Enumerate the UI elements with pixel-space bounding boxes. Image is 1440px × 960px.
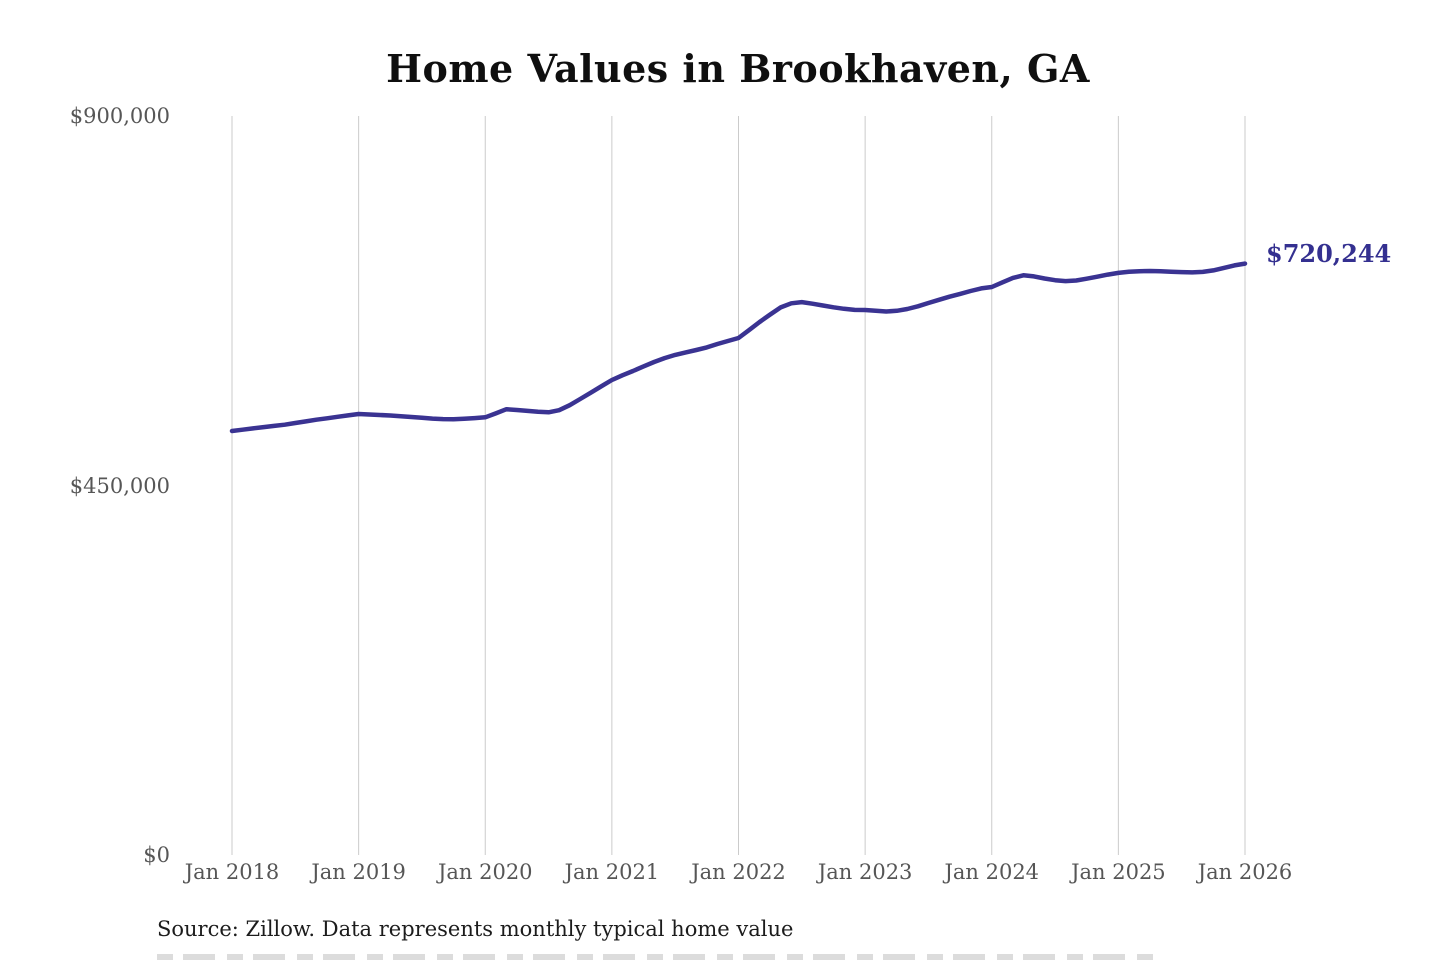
cropped-bottom-text-row: [157, 954, 1157, 960]
x-tick-jan-2022: Jan 2022: [691, 860, 786, 884]
vertical-gridlines: [231, 116, 1246, 855]
home-value-line: [229, 261, 1248, 434]
source-note: Source: Zillow. Data represents monthly …: [157, 917, 794, 941]
y-tick-450000: $450,000: [69, 473, 170, 498]
x-tick-jan-2021: Jan 2021: [564, 860, 660, 884]
x-tick-jan-2019: Jan 2019: [311, 860, 406, 884]
y-tick-0: $0: [143, 843, 170, 867]
x-tick-jan-2025: Jan 2025: [1071, 860, 1166, 884]
x-tick-jan-2026: Jan 2026: [1197, 860, 1293, 884]
chart-title: Home Values in Brookhaven, GA: [386, 46, 1090, 91]
x-tick-jan-2023: Jan 2023: [817, 860, 913, 884]
x-tick-jan-2018: Jan 2018: [184, 860, 280, 884]
y-tick-900000: $900,000: [69, 104, 170, 128]
x-tick-jan-2020: Jan 2020: [437, 860, 533, 884]
latest-value-label: $720,244: [1266, 239, 1392, 268]
x-tick-jan-2024: Jan 2024: [944, 860, 1040, 884]
